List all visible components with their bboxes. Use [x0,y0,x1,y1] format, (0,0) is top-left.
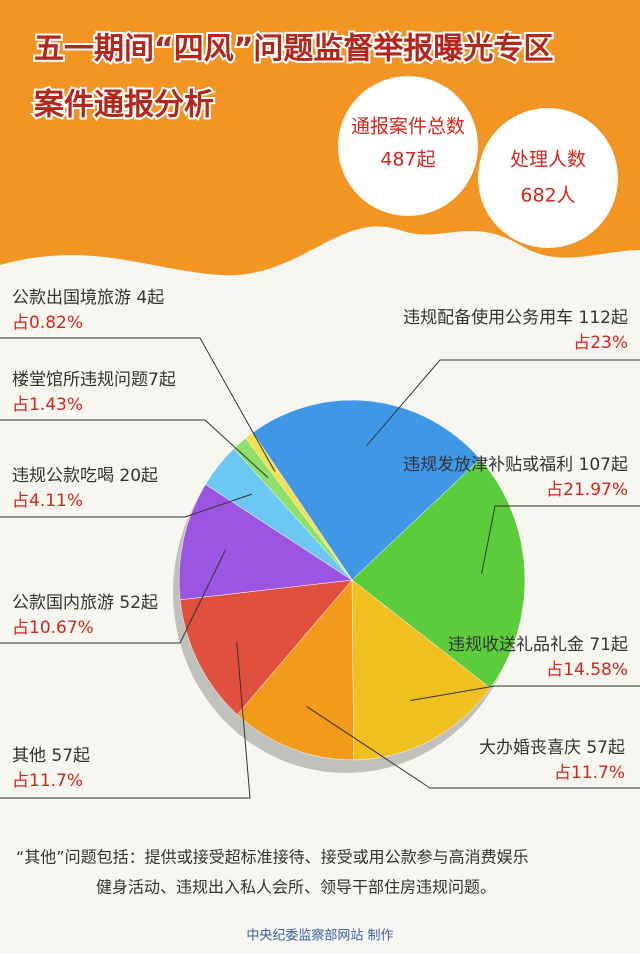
pie-slice [179,579,353,716]
leader-line [0,549,226,644]
slice-label: 楼堂馆所违规问题7起 [12,370,176,390]
slice-label: 公款出国境旅游 4起 [12,288,164,308]
leader-line [481,505,640,574]
slice-value-label: 占1.43% [12,395,83,415]
leader-line [0,419,269,478]
slice-value-label: 占11.7% [12,771,83,791]
slice-label: 违规发放津补贴或福利 107起 [403,455,628,475]
leader-line [410,685,640,701]
subtitle: 案件通报分析 [34,88,214,123]
slice-label: 违规公款吃喝 20起 [12,466,158,486]
stat-label: 处理人数 [510,149,586,171]
pie-slice [252,399,481,581]
stat-label: 通报案件总数 [351,116,465,138]
footer: 中央纪委监察部网站 制作 [246,929,393,944]
slice-value-label: 占11.7% [554,763,625,783]
pie-slice [178,483,353,601]
leader-line [0,642,251,799]
leader-line [0,337,276,472]
note: 健身活动、违规出入私人会所、领导干部住房违规问题。 [96,878,496,897]
leader-line [0,493,253,518]
stat-value: 487起 [380,149,435,171]
slice-label: 其他 57起 [12,746,90,766]
pie-slice [351,458,526,689]
slice-label: 公款国内旅游 52起 [12,593,158,613]
header-band [0,0,640,276]
slice-label: 违规收送礼品礼金 71起 [448,635,628,655]
note: “其他”问题包括：提供或接受超标准接待、接受或用公款参与高消费娱乐 [16,848,529,867]
pie-slice [236,579,354,761]
pie-slice [351,579,491,761]
slice-label: 大办婚丧喜庆 57起 [479,738,625,758]
slice-value-label: 占4.11% [12,491,83,511]
slice-value-label: 占23% [573,333,628,353]
leader-line [306,706,640,789]
stat-circle [338,76,478,216]
stat-value: 682人 [520,185,575,207]
stat-circle [478,108,618,248]
slice-value-label: 占14.58% [546,660,628,680]
leader-line [366,359,640,447]
slice-label: 违规配备使用公务用车 112起 [403,307,628,328]
pie [178,399,526,761]
title: 五一期间“四风”问题监督举报曝光专区 [34,32,553,67]
slice-value-label: 占0.82% [12,313,83,333]
slice-value-label: 占21.97% [546,480,628,500]
slice-value-label: 占10.67% [12,618,94,638]
